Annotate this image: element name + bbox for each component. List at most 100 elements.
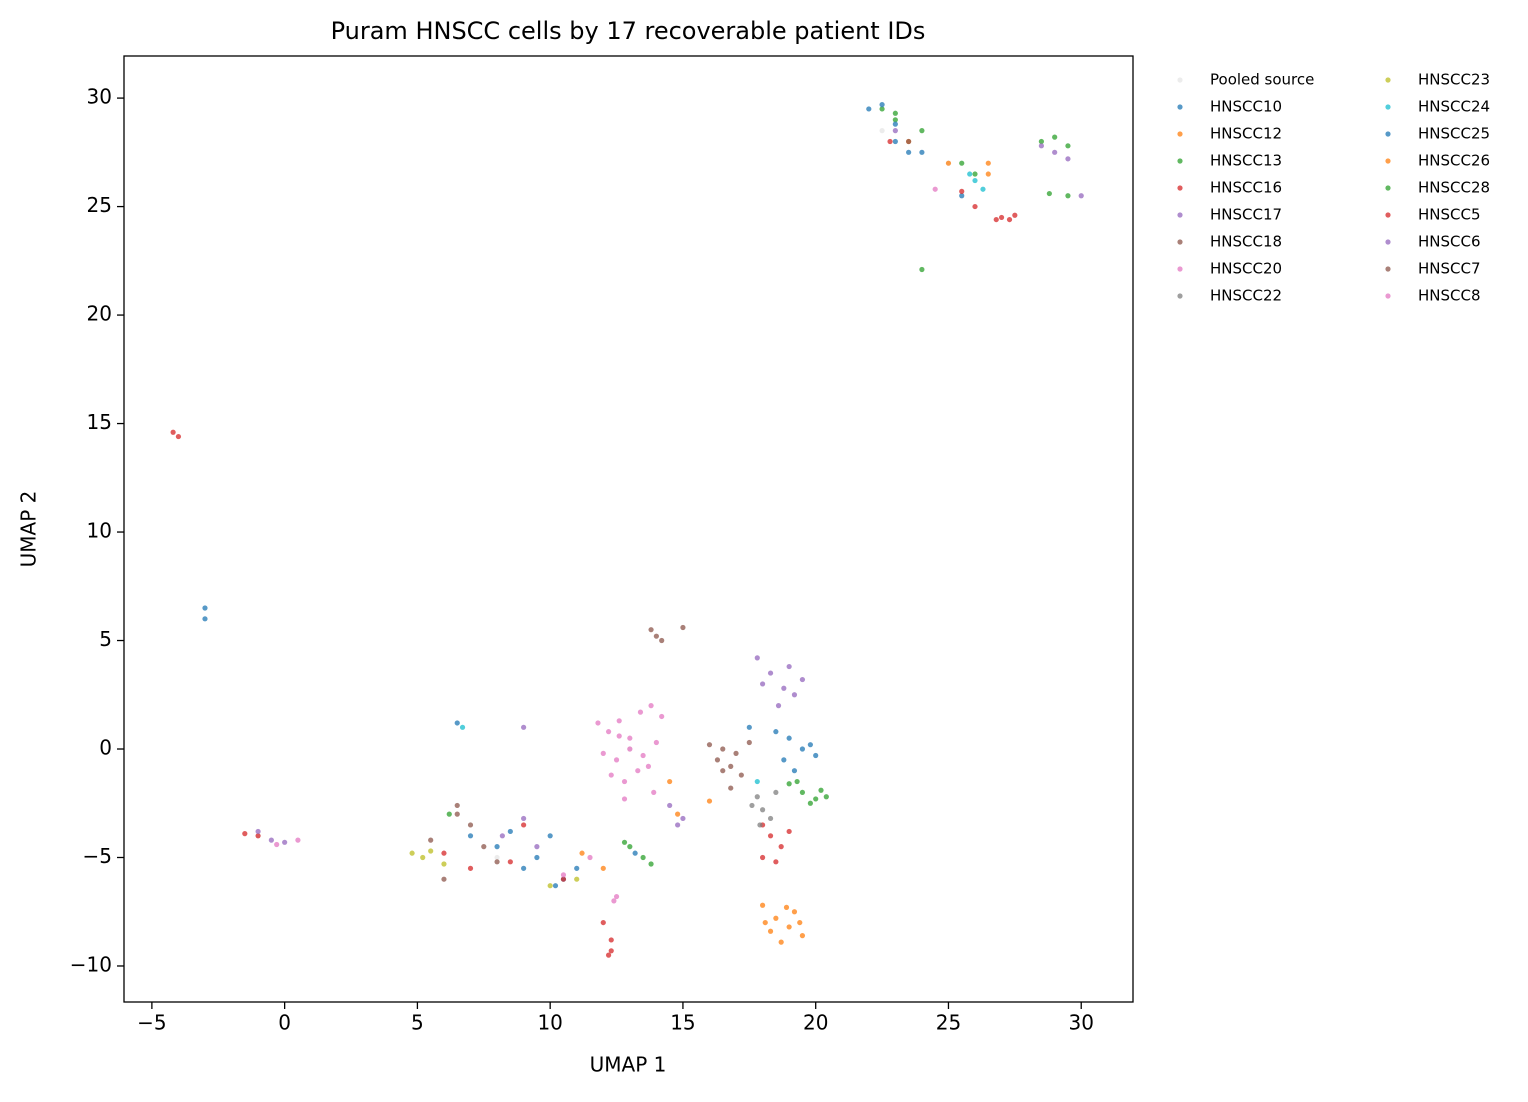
point [521,724,527,730]
point [967,171,973,177]
point [1038,143,1044,149]
point [714,757,721,763]
point [627,735,633,741]
point [786,781,792,787]
y-tick-label: 25 [87,193,112,217]
legend-marker [1385,104,1391,110]
legend-label: HNSCC10 [1210,98,1282,116]
point [794,778,800,785]
chart-title: Puram HNSCC cells by 17 recoverable pati… [331,17,926,45]
point [420,854,426,861]
legend-label: HNSCC17 [1210,206,1282,224]
point [574,876,580,882]
x-tick-label: 15 [670,1011,695,1035]
legend-label: HNSCC8 [1418,287,1481,305]
legend-label: HNSCC26 [1418,152,1490,170]
point [972,177,978,184]
point [791,768,798,774]
point [773,859,779,865]
point [813,796,819,802]
point [1046,190,1052,197]
point [767,928,774,934]
point [481,844,487,850]
point [611,898,617,904]
point [640,854,646,861]
point [600,865,606,871]
point [499,833,505,839]
point [720,768,726,774]
point [818,787,824,793]
point [648,861,654,867]
point [560,876,567,882]
point [993,216,999,223]
point [799,789,806,796]
legend-marker [1177,212,1183,218]
point [879,102,885,108]
point [441,861,447,867]
legend-marker [1385,158,1391,164]
point [608,937,614,943]
point [632,850,638,856]
point [616,718,622,724]
point [1065,156,1071,162]
legend-marker [1385,185,1391,191]
point [919,266,925,273]
legend-label: HNSCC28 [1418,179,1490,197]
point [799,933,806,939]
point [547,833,553,839]
point [600,750,606,756]
point [268,837,274,843]
point [255,828,261,835]
point [746,739,752,746]
point [778,939,784,945]
point [605,729,612,735]
legend-marker [1177,158,1183,164]
legend-marker [1385,77,1391,83]
point [446,811,452,817]
y-axis-label: UMAP 2 [17,491,41,568]
point [653,633,659,639]
point [621,778,628,785]
point [507,859,513,865]
plot-frame [123,55,1134,1003]
legend-marker [1385,212,1391,218]
legend-marker [1177,104,1183,110]
point [494,854,500,861]
point [613,757,620,763]
point [613,893,620,900]
x-axis-label: UMAP 1 [590,1053,667,1077]
point [773,915,779,921]
point [255,833,261,839]
point [675,811,681,817]
point [773,729,779,735]
point [749,802,755,809]
point [791,692,798,698]
point [932,186,938,192]
point [706,798,713,804]
x-tick-label: 20 [803,1011,828,1035]
y-tick-label: −10 [70,952,112,976]
legend-marker [1177,77,1183,83]
point [972,171,978,177]
point [1012,212,1018,218]
point [653,739,659,746]
point [659,713,665,720]
point [762,919,768,926]
point [892,121,898,127]
point [706,742,713,748]
point [781,685,787,691]
point [667,778,673,785]
legend-marker [1385,131,1391,137]
legend-marker [1385,239,1391,245]
legend-label: HNSCC22 [1210,287,1282,305]
y-tick-label: 30 [87,85,112,109]
legend-label: HNSCC6 [1418,233,1481,251]
legend-marker [1177,185,1183,191]
legend-marker [1177,266,1183,272]
point [754,778,760,785]
point [786,735,792,741]
point [441,850,447,856]
legend-label: HNSCC7 [1418,260,1481,278]
point [521,822,527,828]
point [754,794,760,800]
